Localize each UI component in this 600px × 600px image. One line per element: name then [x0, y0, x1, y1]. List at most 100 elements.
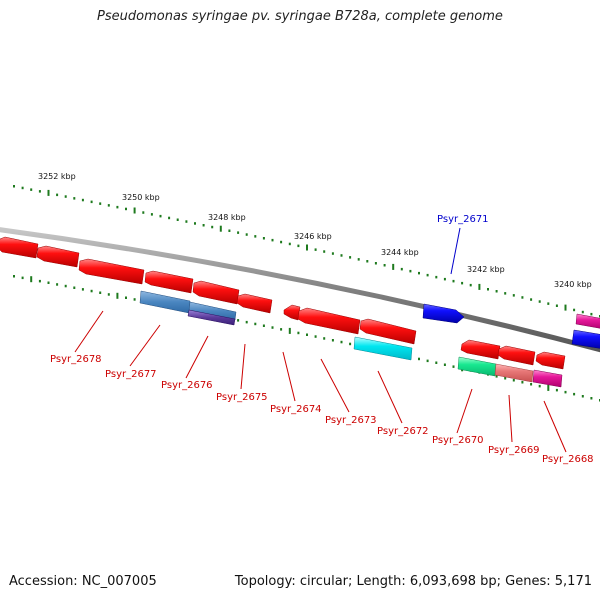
minor-tick: [400, 267, 403, 271]
gene-label-psyr-2677[interactable]: Psyr_2677: [105, 369, 157, 380]
minor-tick: [418, 357, 420, 361]
minor-tick: [590, 397, 593, 400]
minor-tick: [590, 312, 593, 316]
minor-tick: [452, 365, 455, 368]
gene-label-psyr-2678[interactable]: Psyr_2678: [50, 354, 102, 365]
minor-tick: [125, 296, 127, 299]
minor-tick: [202, 224, 205, 227]
upper-tick-row: [13, 185, 600, 318]
minor-tick: [323, 337, 326, 340]
minor-tick: [366, 260, 369, 263]
feature-steel-blue[interactable]: [139, 290, 191, 314]
gene-arrow-psyr-2674b[interactable]: [283, 304, 301, 321]
minor-tick: [349, 256, 352, 259]
minor-tick: [64, 195, 67, 198]
minor-tick: [254, 322, 257, 326]
gene-arrow-psyr-2668[interactable]: [535, 351, 566, 370]
gene-arrow[interactable]: [0, 236, 39, 259]
gene-arrow-psyr-2669[interactable]: [497, 345, 536, 366]
gene-arrow-psyr-2675[interactable]: [192, 280, 240, 305]
minor-tick: [107, 204, 110, 207]
minor-tick: [297, 331, 300, 335]
leader-psyr-2678: [74, 310, 104, 353]
minor-tick: [469, 283, 472, 287]
minor-tick: [262, 324, 265, 327]
gene-arrow-psyr-2678[interactable]: [36, 245, 80, 268]
minor-tick: [374, 262, 377, 265]
minor-tick: [56, 193, 59, 197]
gene-arrow-psyr-2670[interactable]: [460, 339, 501, 360]
minor-tick: [271, 326, 274, 329]
minor-tick: [331, 339, 334, 342]
gene-label-psyr-2674[interactable]: Psyr_2674: [270, 404, 322, 415]
leader-psyr-2672: [377, 370, 403, 424]
gene-label-psyr-2673[interactable]: Psyr_2673: [325, 415, 377, 426]
minor-tick: [90, 289, 93, 293]
minor-tick: [555, 304, 558, 307]
minor-tick: [176, 218, 179, 221]
feature-green[interactable]: [457, 356, 497, 377]
gene-label-psyr-2670[interactable]: Psyr_2670: [432, 435, 484, 446]
minor-tick: [73, 197, 76, 200]
tick-label-3244: 3244 kbp: [381, 248, 419, 257]
minor-tick: [435, 361, 438, 364]
minor-tick: [452, 279, 455, 283]
minor-tick: [512, 294, 515, 297]
minor-tick: [349, 342, 352, 346]
minor-tick: [581, 310, 584, 314]
minor-tick: [547, 302, 550, 305]
gene-label-psyr-2668[interactable]: Psyr_2668: [542, 454, 594, 465]
minor-tick: [530, 298, 533, 301]
minor-tick: [73, 286, 76, 289]
leader-psyr-2670: [456, 388, 473, 434]
feature-cyan[interactable]: [353, 336, 413, 361]
minor-tick: [159, 214, 162, 218]
gene-arrow-psyr-2676[interactable]: [144, 270, 194, 294]
feature-purple[interactable]: [187, 309, 236, 326]
tick-label-3242: 3242 kbp: [467, 265, 505, 274]
tick-label-3248: 3248 kbp: [208, 213, 246, 222]
feature-magenta[interactable]: [532, 369, 563, 388]
gene-label-psyr-2672[interactable]: Psyr_2672: [377, 426, 429, 437]
minor-tick: [81, 198, 84, 202]
minor-tick: [150, 213, 153, 216]
minor-tick: [487, 288, 489, 291]
gene-arrow-psyr-2677[interactable]: [78, 258, 145, 285]
major-tick: [116, 292, 119, 299]
minor-tick: [245, 233, 248, 236]
minor-tick: [280, 240, 283, 244]
gene-label-psyr-2671[interactable]: Psyr_2671: [437, 214, 489, 225]
gene-arrow-psyr-2672[interactable]: [359, 318, 417, 345]
leader-psyr-2671: [450, 227, 461, 275]
minor-tick: [331, 252, 334, 255]
gene-arrow-edge-blue[interactable]: [571, 329, 600, 349]
minor-tick: [538, 384, 541, 388]
minor-tick: [38, 279, 41, 283]
minor-tick: [435, 275, 438, 279]
minor-tick: [409, 269, 412, 273]
gene-label-psyr-2675[interactable]: Psyr_2675: [216, 392, 268, 403]
feature-magenta-edge[interactable]: [575, 313, 600, 329]
gene-arrow-psyr-2674[interactable]: [236, 293, 273, 314]
gene-label-psyr-2669[interactable]: Psyr_2669: [488, 445, 540, 456]
gene-arrow-psyr-2671[interactable]: [422, 303, 465, 324]
minor-tick: [116, 205, 119, 209]
major-tick: [219, 225, 222, 232]
major-tick: [547, 384, 550, 391]
major-tick: [564, 304, 567, 311]
feature-salmon[interactable]: [494, 363, 534, 383]
minor-tick: [99, 291, 102, 294]
minor-tick: [461, 281, 464, 285]
minor-tick: [262, 237, 265, 240]
minor-tick: [280, 328, 283, 331]
minor-tick: [340, 340, 343, 344]
leader-psyr-2668: [543, 400, 567, 453]
minor-tick: [512, 379, 515, 382]
gene-arrow-psyr-2673[interactable]: [297, 307, 361, 335]
leader-psyr-2675: [240, 343, 246, 390]
major-tick: [30, 276, 33, 283]
gene-label-psyr-2676[interactable]: Psyr_2676: [161, 380, 213, 391]
minor-tick: [306, 333, 308, 336]
tick-label-3250: 3250 kbp: [122, 193, 160, 202]
